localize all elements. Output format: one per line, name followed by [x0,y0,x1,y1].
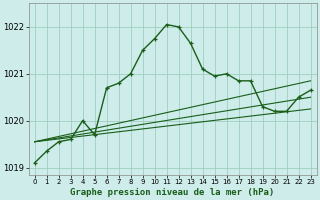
X-axis label: Graphe pression niveau de la mer (hPa): Graphe pression niveau de la mer (hPa) [70,188,275,197]
